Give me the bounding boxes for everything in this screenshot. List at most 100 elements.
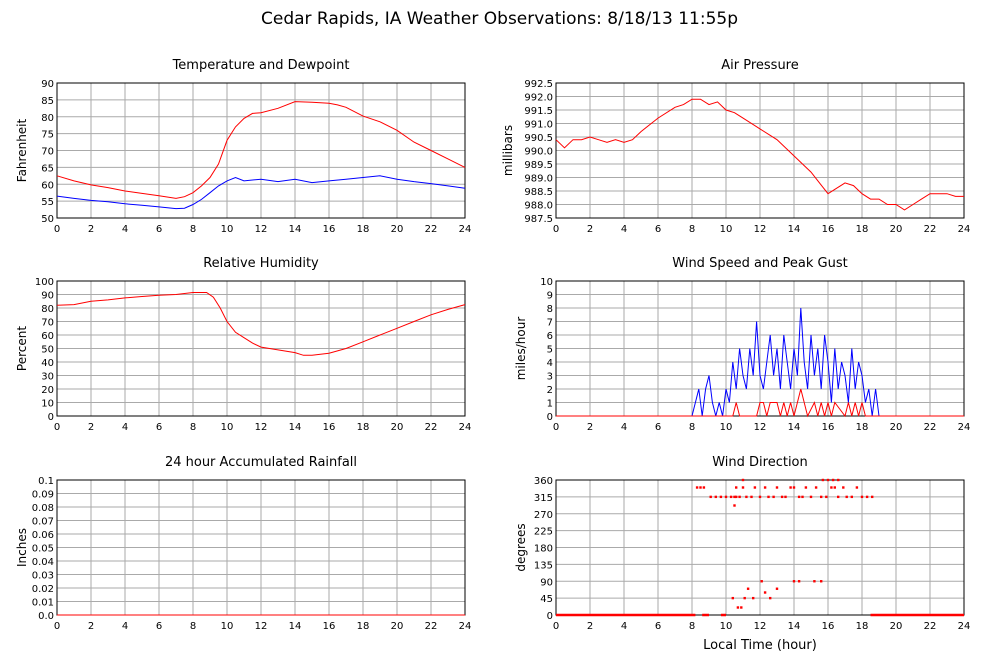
- x-tick-label: 4: [621, 224, 627, 235]
- y-tick-label: 60: [41, 331, 54, 342]
- x-tick-label: 16: [822, 422, 835, 433]
- y-tick-label: 3: [547, 372, 553, 383]
- y-tick-label: 50: [41, 345, 54, 356]
- y-tick-label: 5: [547, 345, 553, 356]
- y-tick-label: 80: [41, 113, 54, 124]
- y-tick-label: 90: [41, 79, 54, 90]
- y-tick-label: 10: [540, 277, 553, 288]
- data-point: [699, 486, 702, 489]
- chart-title: Wind Speed and Peak Gust: [672, 256, 847, 271]
- y-tick-label: 180: [534, 544, 553, 555]
- x-tick-label: 6: [655, 224, 661, 235]
- plot-frame: [56, 280, 466, 417]
- data-point: [820, 495, 823, 499]
- x-tick-label: 8: [190, 224, 196, 235]
- data-point: [789, 486, 792, 489]
- x-tick-label: 12: [754, 224, 767, 235]
- y-tick-label: 90: [41, 291, 54, 302]
- data-point: [804, 486, 808, 489]
- y-tick-label: 8: [547, 304, 553, 315]
- y-tick-label: 2: [547, 385, 553, 396]
- y-tick-label: 90: [540, 577, 553, 588]
- data-point: [871, 495, 874, 499]
- x-tick-label: 18: [856, 224, 869, 235]
- data-point: [855, 486, 859, 489]
- data-point: [775, 587, 779, 590]
- y-tick-label: 990.5: [524, 133, 553, 144]
- x-tick-label: 24: [459, 224, 472, 235]
- series-line: [56, 101, 466, 199]
- x-tick-label: 14: [289, 422, 302, 433]
- data-point: [733, 495, 736, 499]
- x-tick-label: 12: [754, 422, 767, 433]
- x-tick-label: 12: [255, 621, 268, 632]
- data-point: [741, 478, 745, 482]
- data-point: [729, 495, 733, 499]
- y-tick-label: 989.5: [524, 160, 553, 171]
- y-tick-label: 0.03: [32, 571, 54, 582]
- data-point: [724, 495, 728, 499]
- y-tick-label: 360: [534, 476, 553, 487]
- x-tick-label: 18: [357, 422, 370, 433]
- y-tick-label: 85: [41, 96, 54, 107]
- data-point: [719, 495, 723, 499]
- y-tick-label: 0: [547, 412, 553, 423]
- y-tick-label: 0: [48, 412, 54, 423]
- x-tick-label: 10: [720, 224, 733, 235]
- y-tick-label: 75: [41, 130, 54, 141]
- data-point: [767, 495, 770, 499]
- y-tick-label: 990.0: [524, 147, 553, 158]
- chart-rh: 0 2 4 6 8 10 12 14 16 18 20 22 240102030405060708090…: [15, 256, 471, 433]
- x-tick-label: 16: [822, 224, 835, 235]
- x-tick-label: 2: [587, 422, 593, 433]
- x-tick-label: 12: [255, 224, 268, 235]
- y-tick-label: 0.08: [32, 503, 54, 514]
- data-point: [860, 495, 864, 499]
- x-tick-label: 18: [357, 224, 370, 235]
- data-point: [738, 495, 741, 499]
- data-point: [740, 606, 743, 609]
- x-tick-label: 6: [156, 621, 162, 632]
- y-tick-label: 991.5: [524, 106, 553, 117]
- data-point: [792, 486, 796, 489]
- plot-frame: [555, 479, 965, 616]
- data-point: [763, 486, 767, 489]
- x-tick-label: 6: [156, 224, 162, 235]
- data-point: [842, 486, 845, 489]
- x-tick-label: 18: [856, 621, 869, 632]
- y-tick-label: 6: [547, 331, 553, 342]
- data-point: [830, 486, 833, 489]
- x-tick-label: 12: [754, 621, 767, 632]
- data-point: [797, 580, 801, 583]
- data-point: [820, 580, 823, 583]
- x-tick-label: 10: [720, 422, 733, 433]
- y-tick-label: 10: [41, 399, 54, 410]
- y-tick-label: 1: [547, 399, 553, 410]
- y-tick-label: 100: [35, 277, 54, 288]
- chart-title: 24 hour Accumulated Rainfall: [165, 455, 357, 470]
- y-tick-label: 0.09: [32, 490, 54, 501]
- data-point: [714, 495, 717, 499]
- x-tick-label: 22: [924, 224, 937, 235]
- data-point: [763, 591, 767, 594]
- data-point: [784, 495, 787, 499]
- x-tick-label: 14: [788, 621, 801, 632]
- y-tick-label: 135: [534, 560, 553, 571]
- x-tick-label: 20: [890, 422, 903, 433]
- chart-title: Relative Humidity: [203, 256, 319, 271]
- data-point: [865, 495, 869, 499]
- y-tick-label: 40: [41, 358, 54, 369]
- y-tick-label: 988.5: [524, 187, 553, 198]
- x-tick-label: 20: [391, 621, 404, 632]
- series-line: [556, 307, 964, 417]
- x-tick-label: 14: [788, 224, 801, 235]
- y-tick-label: 0.05: [32, 544, 54, 555]
- data-point: [743, 596, 746, 600]
- y-tick-label: 988.0: [524, 201, 553, 212]
- x-tick-label: 22: [924, 621, 937, 632]
- y-tick-label: 80: [41, 304, 54, 315]
- series-line: [555, 98, 964, 211]
- x-tick-label: 0: [553, 224, 559, 235]
- x-tick-label: 14: [289, 224, 302, 235]
- x-axis-label: Local Time (hour): [703, 638, 817, 653]
